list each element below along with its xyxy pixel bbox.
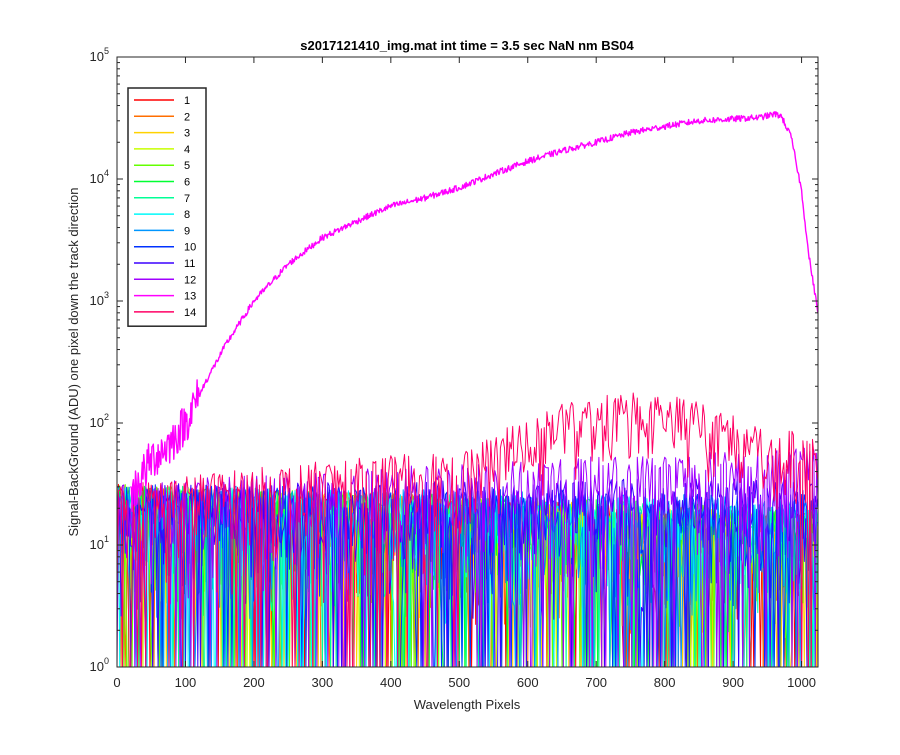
x-axis-label: Wavelength Pixels (414, 697, 521, 712)
x-tick-label: 1000 (787, 675, 816, 690)
x-tick-label: 300 (312, 675, 334, 690)
y-tick-label: 105 (90, 46, 109, 64)
x-tick-label: 100 (175, 675, 197, 690)
series-line-14 (117, 392, 818, 667)
series-line-12 (117, 447, 818, 667)
series-line-13 (130, 111, 818, 512)
legend-label-14: 14 (184, 307, 196, 319)
legend-label-12: 12 (184, 274, 196, 286)
y-tick-label-exponent: 2 (104, 412, 109, 422)
y-tick-label: 101 (90, 534, 109, 552)
y-tick-label: 103 (90, 290, 109, 308)
x-tick-label: 600 (517, 675, 539, 690)
x-tick-label: 700 (585, 675, 607, 690)
x-tick-label: 900 (722, 675, 744, 690)
y-tick-label-base: 10 (90, 659, 104, 674)
x-tick-label: 500 (448, 675, 470, 690)
legend-label-4: 4 (184, 144, 190, 156)
legend-label-2: 2 (184, 111, 190, 123)
y-tick-label: 102 (90, 412, 109, 430)
x-tick-label: 0 (113, 675, 120, 690)
y-tick-label-exponent: 4 (104, 168, 109, 178)
legend-label-5: 5 (184, 160, 190, 172)
y-tick-label-exponent: 1 (104, 534, 109, 544)
x-tick-label: 800 (654, 675, 676, 690)
legend-label-8: 8 (184, 209, 190, 221)
legend-label-1: 1 (184, 95, 190, 107)
legend-label-10: 10 (184, 242, 196, 254)
y-tick-label-base: 10 (90, 415, 104, 430)
legend-label-11: 11 (184, 258, 195, 270)
y-tick-label-base: 10 (90, 171, 104, 186)
y-tick-label-base: 10 (90, 537, 104, 552)
y-axis-label: Signal-BackGround (ADU) one pixel down t… (66, 187, 81, 536)
y-tick-label: 100 (90, 656, 109, 674)
y-tick-label-base: 10 (90, 293, 104, 308)
y-tick-label-exponent: 0 (104, 656, 109, 666)
y-tick-label-base: 10 (90, 49, 104, 64)
legend-label-7: 7 (184, 193, 190, 205)
legend-label-9: 9 (184, 225, 190, 237)
series-line-11 (117, 478, 818, 667)
legend-label-13: 13 (184, 291, 196, 303)
x-tick-label: 400 (380, 675, 402, 690)
x-tick-label: 200 (243, 675, 265, 690)
legend-label-6: 6 (184, 177, 190, 189)
series-layer (117, 111, 818, 667)
y-tick-label: 104 (90, 168, 109, 186)
legend-label-3: 3 (184, 128, 190, 140)
x-axis: 0 100 200 300 400 500 600 700 800 900 1000 (113, 57, 816, 690)
y-tick-label-exponent: 5 (104, 46, 109, 56)
y-tick-label-exponent: 3 (104, 290, 109, 300)
axes-box (116, 56, 819, 668)
chart-title: s2017121410_img.mat int time = 3.5 sec N… (300, 38, 634, 53)
legend-box (127, 87, 207, 327)
